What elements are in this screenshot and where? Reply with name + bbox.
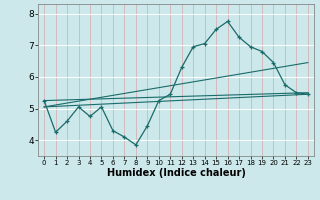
X-axis label: Humidex (Indice chaleur): Humidex (Indice chaleur) — [107, 168, 245, 178]
